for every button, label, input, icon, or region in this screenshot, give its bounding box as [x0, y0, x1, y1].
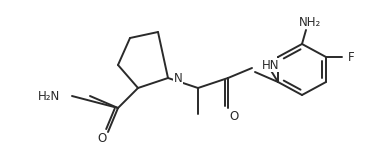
- Text: N: N: [174, 71, 183, 85]
- Text: F: F: [348, 51, 355, 63]
- Text: NH₂: NH₂: [299, 16, 321, 28]
- Text: O: O: [97, 132, 107, 144]
- Text: H₂N: H₂N: [38, 89, 60, 103]
- Text: O: O: [229, 109, 239, 122]
- Text: HN: HN: [262, 59, 279, 71]
